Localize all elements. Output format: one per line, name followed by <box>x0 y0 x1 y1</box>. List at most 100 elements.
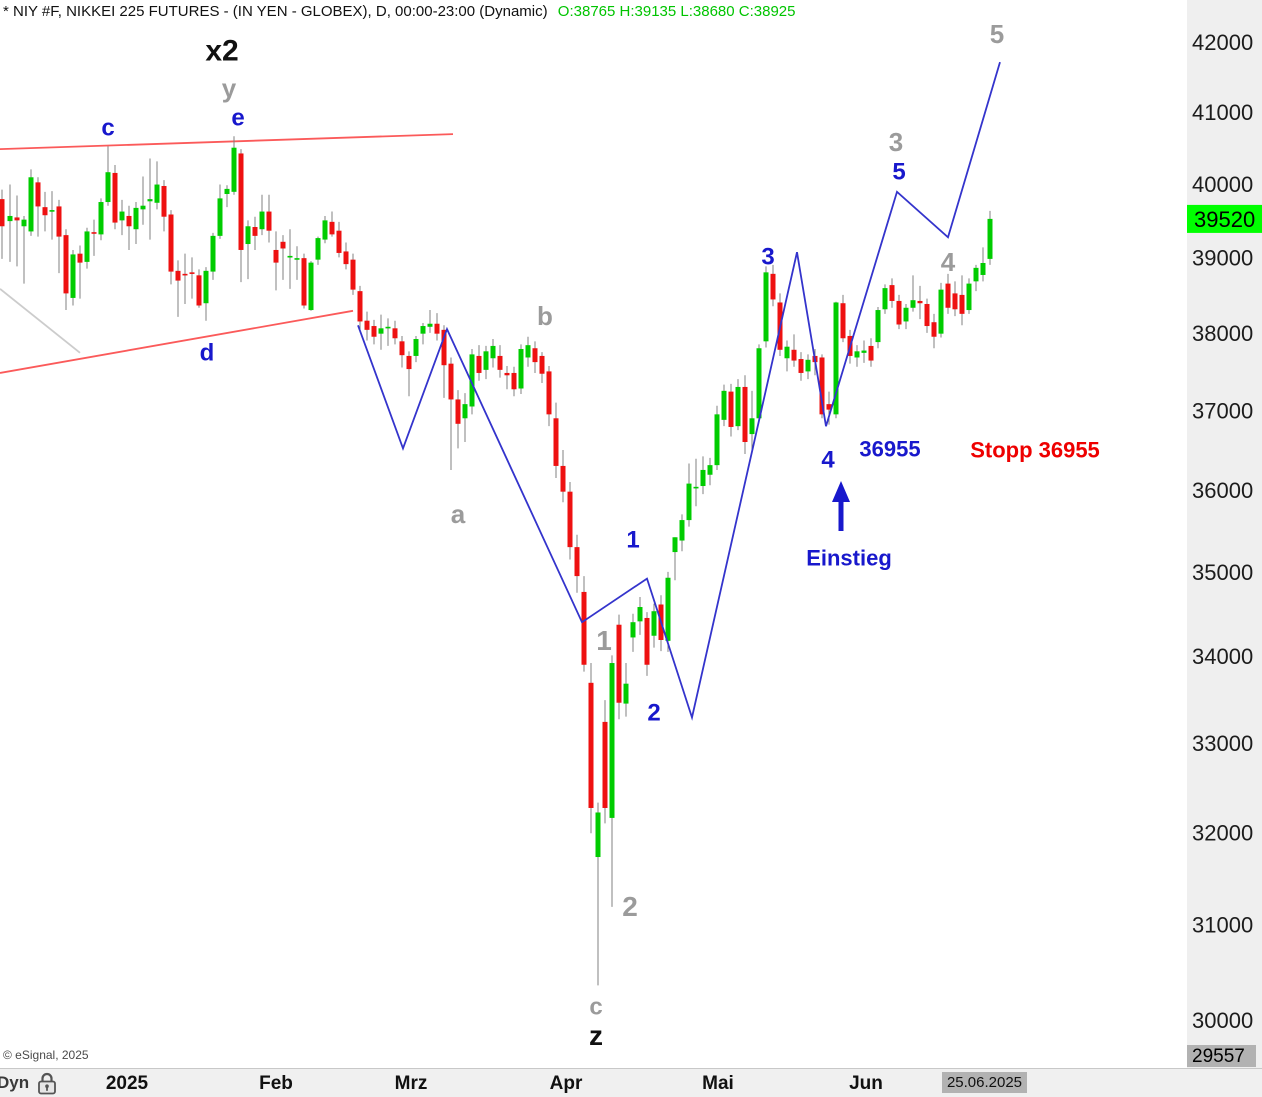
candle-down <box>889 285 895 301</box>
candle-up <box>938 289 944 334</box>
wave-label-5: 5 <box>990 19 1004 49</box>
candle-up <box>784 346 790 359</box>
range-low-label: 29557 <box>1192 1046 1245 1067</box>
candle-down <box>364 320 370 330</box>
candle-up <box>147 199 153 202</box>
candle-up <box>413 339 419 356</box>
candle-down <box>945 283 951 308</box>
candle-down <box>196 275 202 306</box>
candle-down <box>357 291 363 322</box>
candle-up <box>882 288 888 310</box>
candle-up <box>21 219 27 227</box>
candle-down <box>56 206 62 237</box>
candle-up <box>637 607 643 622</box>
candle-down <box>448 363 454 400</box>
candle-down <box>826 404 832 410</box>
candle-up <box>735 386 741 427</box>
candle-up <box>721 390 727 420</box>
candle-up <box>70 254 76 298</box>
copyright-notice: © eSignal, 2025 <box>3 1048 89 1062</box>
candle-down <box>168 214 174 272</box>
price-tick-label: 39000 <box>1192 245 1253 270</box>
candle-down <box>175 270 181 281</box>
candle-up <box>287 255 293 258</box>
wave-label-stopp-36955: Stopp 36955 <box>970 438 1100 463</box>
candle-down <box>434 323 440 334</box>
candle-up <box>630 622 636 638</box>
price-tick-label: 41000 <box>1192 100 1253 125</box>
candle-up <box>714 414 720 466</box>
candle-up <box>203 270 209 304</box>
candle-down <box>301 258 307 306</box>
candle-up <box>903 307 909 322</box>
candle-up <box>805 359 811 372</box>
candle-up <box>259 211 265 230</box>
candle-up <box>322 220 328 240</box>
candle-up <box>763 272 769 342</box>
padlock-icon[interactable] <box>37 1071 57 1095</box>
candle-down <box>868 345 874 361</box>
wave-label-b: b <box>537 301 553 331</box>
range-low-box <box>1187 1045 1256 1067</box>
candle-up <box>875 310 881 343</box>
candle-up <box>210 235 216 272</box>
candle-up <box>679 520 685 541</box>
candle-down <box>14 217 20 221</box>
candle-down <box>896 300 902 325</box>
price-axis[interactable] <box>1187 0 1262 1068</box>
candle-down <box>602 721 608 808</box>
candle-down <box>350 259 356 290</box>
candle-down <box>567 491 573 548</box>
candle-up <box>105 172 111 203</box>
candle-down <box>161 185 167 217</box>
old-trendline <box>0 288 81 354</box>
time-axis-bar[interactable]: Dyn 25.06.2025 2025 Feb Mrz Apr Mai Jun <box>0 1068 1262 1097</box>
wave-label-e: e <box>231 104 244 131</box>
candle-down <box>126 215 132 227</box>
wave-label-a: a <box>451 499 466 529</box>
candle-up <box>98 202 104 235</box>
time-axis-label-2025: 2025 <box>105 1073 149 1094</box>
candle-down <box>532 348 538 363</box>
candle-up <box>910 300 916 308</box>
candle-up <box>7 215 13 222</box>
wave-line-layer <box>357 61 1001 721</box>
wave-label-1: 1 <box>596 625 612 656</box>
candle-down <box>742 386 748 443</box>
wave-label-c: c <box>589 993 602 1020</box>
dyn-mode-button[interactable]: Dyn <box>0 1073 30 1092</box>
chart-title-bar: * NIY #F, NIKKEI 225 FUTURES - (IN YEN -… <box>3 3 796 20</box>
candle-up <box>133 207 139 230</box>
price-tick-label: 37000 <box>1192 398 1253 423</box>
candle-down <box>581 591 587 665</box>
candle-up <box>469 354 475 407</box>
candle-up <box>609 663 615 818</box>
candle-up <box>49 210 55 212</box>
candle-down <box>917 300 923 304</box>
candle-up <box>623 683 629 704</box>
time-axis-label-jun: Jun <box>849 1073 883 1094</box>
candle-down <box>189 272 195 274</box>
triangle-trendline <box>0 133 454 151</box>
price-axis-pane[interactable] <box>1187 0 1262 1068</box>
candle-up <box>980 262 986 275</box>
candle-down <box>406 355 412 370</box>
candle-down <box>399 341 405 356</box>
symbol-title: * NIY #F, NIKKEI 225 FUTURES - (IN YEN -… <box>3 3 548 20</box>
candle-down <box>553 418 559 466</box>
price-axis-labels: 42000 41000 40000 39000 38000 37000 36000 35000… <box>1187 30 1262 1067</box>
candle-down <box>266 211 272 231</box>
candle-down <box>371 326 377 337</box>
candle-down <box>588 682 594 808</box>
candle-up <box>315 238 321 260</box>
price-tick-label: 32000 <box>1192 820 1253 845</box>
candle-down <box>511 372 517 390</box>
candle-down <box>728 391 734 427</box>
triangle-trendline <box>0 309 354 374</box>
candle-up <box>140 205 146 210</box>
candle-up <box>525 345 531 358</box>
price-tick-label: 34000 <box>1192 644 1253 669</box>
candle-up <box>672 537 678 553</box>
